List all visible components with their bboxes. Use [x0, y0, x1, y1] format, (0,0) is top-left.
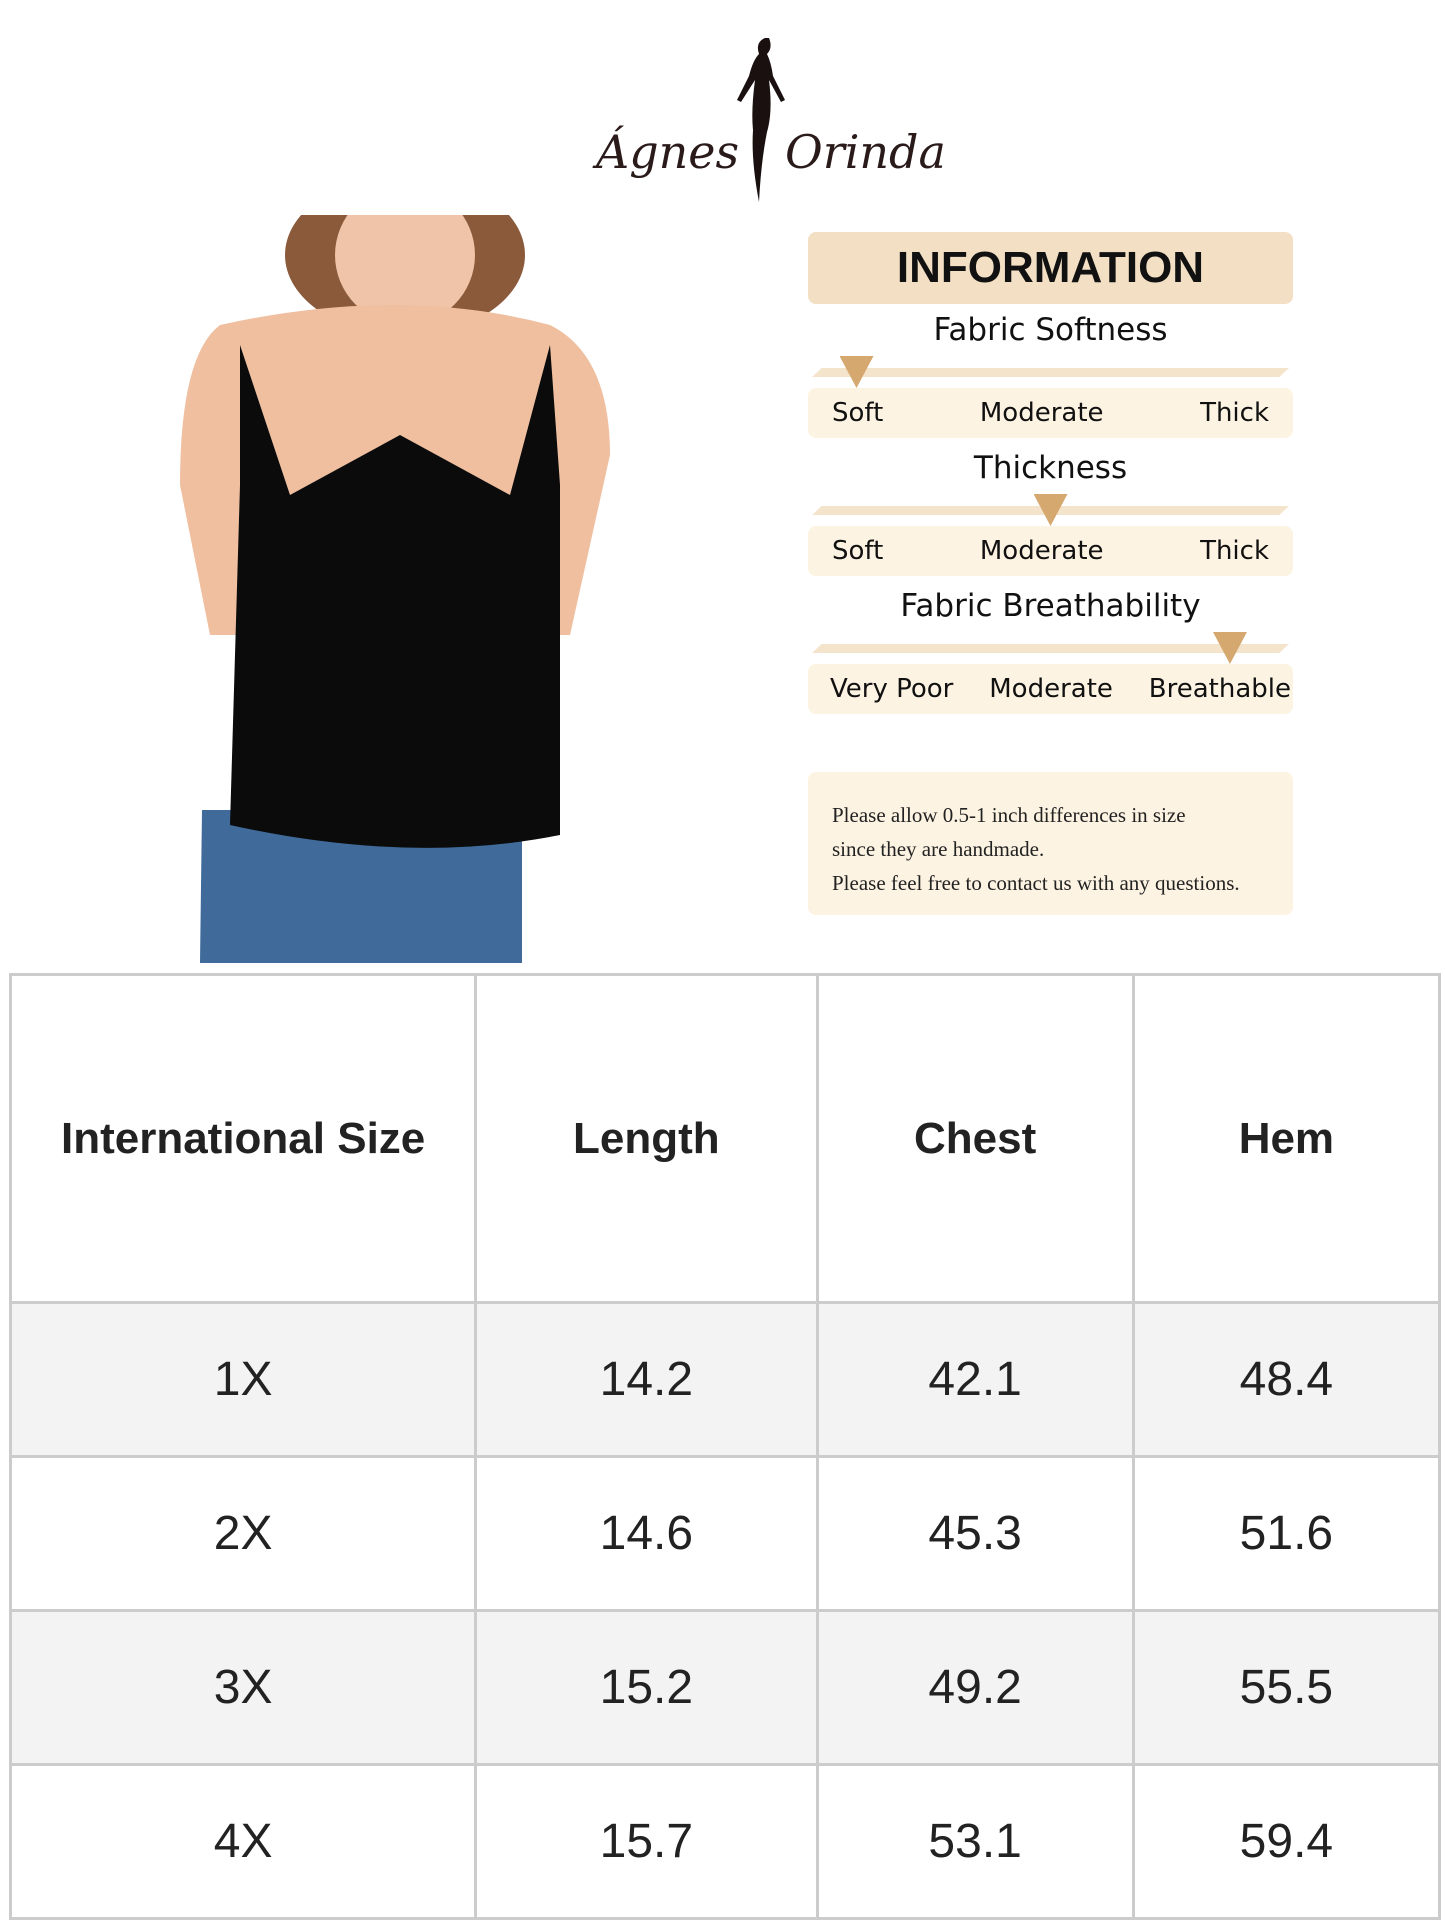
table-row: 1X 14.2 42.1 48.4 — [8, 1301, 1442, 1458]
metric-title: Thickness — [973, 450, 1128, 486]
cell-hem: 51.6 — [1131, 1455, 1442, 1612]
note-line: since they are handmade. — [832, 837, 1045, 861]
header-length: Length — [474, 973, 819, 1304]
metric-title: Fabric Breathability — [900, 588, 1201, 624]
information-title: INFORMATION — [808, 232, 1293, 304]
cell-length: 14.6 — [474, 1455, 819, 1612]
silhouette-icon — [737, 38, 785, 202]
information-panel: INFORMATION Fabric Softness Soft Moderat… — [808, 232, 1293, 718]
metric-fabric-softness: Fabric Softness Soft Moderate Thick — [808, 304, 1293, 438]
rating-track — [808, 632, 1293, 664]
product-photo — [140, 215, 667, 963]
cell-length: 14.2 — [474, 1301, 819, 1458]
cell-size: 1X — [8, 1301, 478, 1458]
scale-label: Soft — [832, 398, 884, 428]
cell-chest: 49.2 — [815, 1609, 1135, 1766]
scale-label: Very Poor — [830, 674, 954, 704]
scale-label: Moderate — [979, 398, 1104, 428]
cell-length: 15.7 — [474, 1763, 819, 1920]
rating-track — [808, 356, 1293, 388]
cell-size: 2X — [8, 1455, 478, 1612]
cell-chest: 45.3 — [815, 1455, 1135, 1612]
rating-scale: Soft Moderate Thick — [808, 388, 1293, 438]
table-row: 4X 15.7 53.1 59.4 — [8, 1763, 1442, 1920]
note-line: Please allow 0.5-1 inch differences in s… — [832, 803, 1186, 827]
rating-scale: Very Poor Moderate Breathable — [808, 664, 1293, 714]
scale-label: Breathable — [1148, 674, 1291, 704]
table-header-row: International Size Length Chest Hem — [8, 973, 1442, 1304]
cell-chest: 53.1 — [815, 1763, 1135, 1920]
header-chest: Chest — [815, 973, 1135, 1304]
scale-label: Thick — [1200, 398, 1269, 428]
note-line: Please feel free to contact us with any … — [832, 871, 1240, 895]
table-row: 3X 15.2 49.2 55.5 — [8, 1609, 1442, 1766]
scale-label: Thick — [1200, 536, 1269, 566]
cell-length: 15.2 — [474, 1609, 819, 1766]
brand-logo: Ágnes Orinda — [590, 30, 946, 205]
scale-label: Moderate — [979, 536, 1104, 566]
cell-hem: 55.5 — [1131, 1609, 1442, 1766]
metric-thickness: Thickness Soft Moderate Thick — [808, 442, 1293, 576]
cell-hem: 48.4 — [1131, 1301, 1442, 1458]
rating-track — [808, 494, 1293, 526]
cell-size: 4X — [8, 1763, 478, 1920]
scale-label: Moderate — [989, 674, 1113, 704]
cell-size: 3X — [8, 1609, 478, 1766]
brand-name-left: Ágnes — [596, 125, 740, 179]
size-chart-table: International Size Length Chest Hem 1X 14… — [8, 973, 1442, 1920]
header-hem: Hem — [1131, 973, 1442, 1304]
cell-hem: 59.4 — [1131, 1763, 1442, 1920]
table-row: 2X 14.6 45.3 51.6 — [8, 1455, 1442, 1612]
cell-chest: 42.1 — [815, 1301, 1135, 1458]
rating-scale: Soft Moderate Thick — [808, 526, 1293, 576]
brand-name-right: Orinda — [785, 125, 946, 179]
metric-fabric-breathability: Fabric Breathability Very Poor Moderate … — [808, 580, 1293, 714]
header-international-size: International Size — [8, 973, 478, 1304]
metric-title: Fabric Softness — [933, 312, 1168, 348]
scale-label: Soft — [832, 536, 884, 566]
size-note: Please allow 0.5-1 inch differences in s… — [808, 772, 1293, 915]
